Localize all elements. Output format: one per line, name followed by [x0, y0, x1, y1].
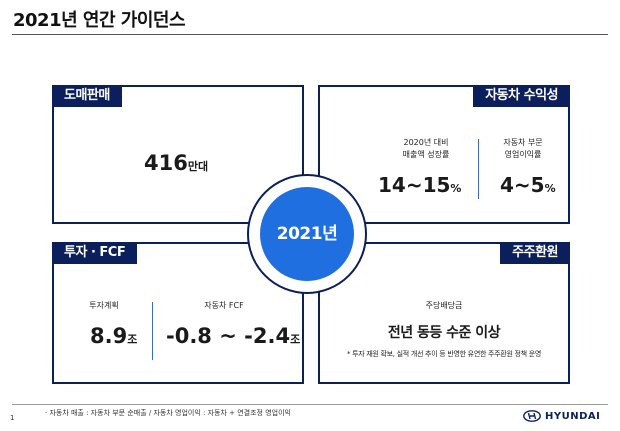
- auto-profit-label: 자동차 수익성: [473, 85, 570, 107]
- wholesale-label: 도매판매: [52, 85, 122, 107]
- growth-value: 14~15: [378, 173, 451, 197]
- page-title: 2021년 연간 가이던스: [13, 10, 186, 31]
- title-divider: [12, 34, 608, 35]
- dividend-note: * 투자 재원 확보, 실적 개선 추이 등 반영한 유연한 주주환원 정책 운…: [346, 350, 541, 358]
- growth-caption: 2020년 대비 매출액 성장률: [376, 137, 476, 161]
- growth-caption-line1: 2020년 대비: [403, 138, 449, 147]
- wholesale-panel: 도매판매 416만대: [52, 85, 304, 224]
- hyundai-emblem-icon: [523, 410, 541, 422]
- fcf-value: -0.8 ~ -2.4: [166, 324, 291, 348]
- plan-caption: 투자계획: [89, 301, 119, 310]
- plan-unit: 조: [127, 333, 138, 346]
- dividend-caption: 주당배당금: [425, 301, 463, 310]
- margin-caption-line1: 자동차 부문: [503, 138, 543, 147]
- margin-unit: %: [544, 182, 556, 195]
- page-number: 1: [10, 414, 15, 422]
- wholesale-unit: 만대: [187, 160, 209, 173]
- fcf-unit: 조: [290, 333, 301, 346]
- footer-divider: [12, 404, 608, 405]
- auto-profit-panel: 자동차 수익성 2020년 대비 매출액 성장률 14~15% 자동차 부문 영…: [318, 85, 570, 224]
- shareholder-panel: 주주환원 주당배당금 전년 동등 수준 이상 * 투자 재원 확보, 실적 개선…: [318, 242, 570, 384]
- invest-label: 투자 · FCF: [52, 242, 138, 264]
- dividend-headline: 전년 동등 수준 이상: [387, 325, 501, 341]
- year-circle: 2021년: [260, 187, 354, 281]
- margin-caption-line2: 영업이익률: [504, 150, 542, 159]
- shareholder-label: 주주환원: [500, 242, 570, 264]
- brand-logo: HYUNDAI: [523, 410, 600, 422]
- fcf-caption: 자동차 FCF: [204, 301, 244, 310]
- wholesale-value: 416: [144, 151, 188, 175]
- footnote: · 자동차 매출 : 자동차 부문 순매출 / 자동차 영업이익 : 자동차 +…: [45, 409, 291, 417]
- plan-value: 8.9: [90, 324, 128, 348]
- margin-caption: 자동차 부문 영업이익률: [492, 137, 554, 161]
- profit-divider: [478, 139, 479, 199]
- invest-divider: [152, 302, 153, 360]
- brand-name: HYUNDAI: [545, 410, 601, 422]
- margin-value: 4~5: [500, 173, 545, 197]
- growth-unit: %: [450, 182, 462, 195]
- growth-caption-line2: 매출액 성장률: [402, 150, 450, 159]
